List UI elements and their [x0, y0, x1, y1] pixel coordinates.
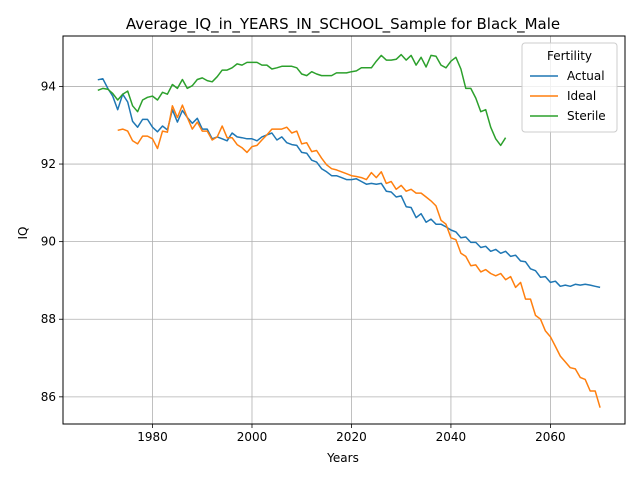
y-tick-label: 94 — [41, 79, 56, 93]
x-tick-label: 2000 — [237, 430, 268, 444]
legend-label-actual: Actual — [567, 69, 605, 83]
x-tick-label: 2060 — [535, 430, 566, 444]
y-tick-label: 86 — [41, 390, 56, 404]
chart-title: Average_IQ_in_YEARS_IN_SCHOOL_Sample for… — [126, 15, 560, 34]
series-line-sterile — [97, 53, 507, 147]
series-line-ideal — [117, 104, 601, 408]
y-axis-label: IQ — [16, 227, 30, 240]
y-tick-label: 88 — [41, 312, 56, 326]
legend-title: Fertility — [547, 49, 592, 63]
legend-label-ideal: Ideal — [567, 89, 596, 103]
x-axis-label: Years — [326, 451, 359, 465]
plot-frame — [62, 35, 626, 425]
series-line-actual — [97, 77, 601, 289]
x-tick-label: 1980 — [137, 430, 168, 444]
y-tick-label: 90 — [41, 235, 56, 249]
legend: Fertility Actual Ideal Sterile — [521, 42, 618, 133]
x-tick-label: 2040 — [436, 430, 467, 444]
legend-label-sterile: Sterile — [567, 109, 606, 123]
x-tick-label: 2020 — [336, 430, 367, 444]
legend-box — [521, 42, 618, 133]
y-tick-label: 92 — [41, 157, 56, 171]
